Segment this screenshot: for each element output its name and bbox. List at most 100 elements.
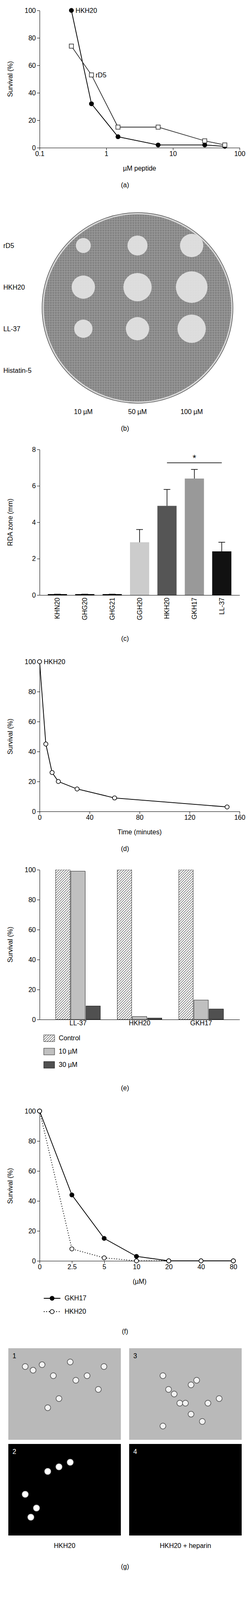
tick: 0	[32, 144, 40, 152]
tick-label: 0	[37, 815, 42, 823]
error-bar-part	[218, 542, 225, 544]
tick-label: 80	[28, 1139, 36, 1147]
tick-mark	[37, 900, 40, 902]
error-bar-part	[54, 594, 61, 596]
panel: 020406080100LL-37HKH20GKH17Survival (%)C…	[6, 867, 240, 1093]
error-bar	[136, 530, 143, 544]
tick: GKH17	[190, 595, 198, 620]
bar	[147, 1019, 163, 1021]
tick-label: 6	[32, 482, 36, 490]
axis-line	[40, 147, 240, 149]
data-point	[134, 1260, 139, 1265]
clearing-zone	[123, 273, 152, 302]
column-label: HKH20	[53, 1544, 76, 1552]
tick-label: 0	[32, 592, 36, 600]
data-point	[225, 805, 230, 810]
tick-mark	[37, 595, 40, 597]
clearing-zone	[175, 271, 208, 304]
data-point	[202, 139, 207, 144]
tick-label: 0.1	[35, 150, 45, 158]
tick-label: 20	[28, 987, 36, 995]
tick-label: 10	[132, 1265, 141, 1273]
tick: 60	[28, 719, 40, 727]
plot-area	[37, 660, 230, 810]
legend-label: 30 µM	[58, 1062, 78, 1070]
micrograph	[129, 1350, 242, 1442]
tick: 40	[28, 749, 40, 757]
tick-mark	[37, 559, 40, 560]
tick-mark	[37, 147, 40, 149]
legend: GKH17HKH20	[43, 1296, 87, 1317]
tick: 100	[24, 867, 40, 875]
tick-mark	[72, 1262, 73, 1265]
tick-mark	[106, 147, 107, 151]
tick-label: 20	[28, 779, 36, 787]
legend-label: HKH20	[64, 1309, 87, 1317]
tick: 0	[37, 1262, 42, 1273]
tick-label: 100	[24, 659, 36, 667]
tick-label: 40	[28, 749, 36, 757]
data-point	[43, 742, 48, 748]
tick: 20	[28, 117, 40, 125]
tick: 5	[102, 1262, 107, 1273]
panel-label: (c)	[121, 635, 130, 643]
data-point	[199, 1260, 204, 1265]
legend-swatch	[43, 1049, 55, 1057]
tick-label: GGH20	[136, 598, 144, 621]
data-point	[102, 1257, 107, 1262]
panel-label: (b)	[120, 425, 130, 433]
tick-label: 40	[86, 815, 94, 823]
tick: 80	[28, 689, 40, 697]
data-point	[222, 142, 228, 148]
tick: 0	[32, 1017, 40, 1025]
cell	[33, 1507, 40, 1513]
bar	[75, 595, 95, 596]
bar	[132, 1017, 148, 1021]
axis-line	[39, 1112, 40, 1263]
axis: 020406080100	[24, 659, 40, 817]
data-point	[37, 1110, 42, 1115]
tick-mark	[37, 870, 40, 872]
tick-label: 2.5	[67, 1265, 77, 1273]
bar	[47, 595, 68, 596]
tick-label: 8	[32, 446, 36, 454]
plot-area	[55, 870, 224, 1021]
tick-label: KHN20	[53, 598, 61, 620]
axis-line	[39, 10, 40, 149]
cell	[45, 1470, 51, 1477]
tick: 40	[86, 812, 94, 823]
bar	[55, 870, 71, 1021]
axis: 020406080100	[24, 867, 40, 1025]
tick: 10	[169, 147, 178, 158]
tick-mark	[37, 450, 40, 451]
legend: Control10 µM30 µM	[43, 1035, 81, 1070]
y-axis-title: Survival (%)	[6, 1169, 14, 1206]
cell	[67, 1461, 74, 1468]
panel-label: (a)	[120, 181, 130, 189]
column-label: HKH20 + heparin	[159, 1544, 211, 1552]
series-line	[39, 662, 228, 808]
tick-label: 0	[32, 144, 36, 152]
bar	[85, 1007, 101, 1021]
tick-label: HKH20	[163, 598, 171, 620]
data-point	[231, 1260, 236, 1265]
tick: 20	[28, 1229, 40, 1237]
tick: KHN20	[53, 595, 61, 620]
tick-label: 80	[28, 34, 36, 42]
bar	[102, 595, 122, 596]
tick-mark	[37, 812, 40, 813]
tick-label: 80	[136, 815, 144, 823]
tick-label: GHG21	[108, 598, 116, 621]
tick: LL-37	[218, 595, 226, 616]
y-axis-title: RDA zone (mm)	[6, 499, 14, 547]
tick-mark	[89, 812, 90, 815]
cell	[193, 1379, 200, 1385]
y-axis-title: Survival (%)	[6, 719, 14, 756]
data-point	[102, 1237, 107, 1243]
clearing-zone	[127, 235, 148, 256]
tick: 0	[32, 592, 40, 600]
error-bar	[218, 542, 225, 553]
tick: 2	[32, 555, 40, 563]
panel: 02468KHN20GHG20GHG21GGH20HKH20GKH17LL-37…	[6, 446, 240, 643]
cell	[182, 1402, 189, 1408]
